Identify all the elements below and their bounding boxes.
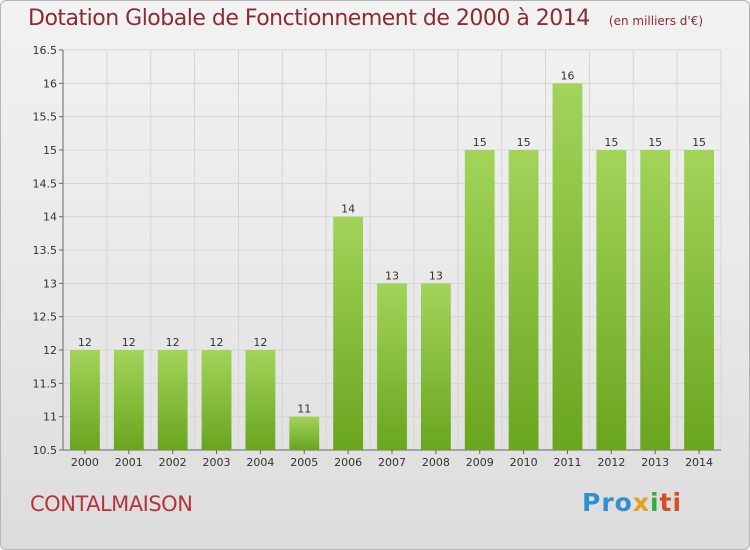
bar-2007 xyxy=(377,283,407,450)
x-tick-label: 2014 xyxy=(685,456,713,469)
bar-2004 xyxy=(245,350,276,450)
y-tick-label: 14 xyxy=(43,211,57,224)
value-label: 12 xyxy=(253,336,267,349)
bar-2013 xyxy=(640,150,671,450)
value-label: 12 xyxy=(78,336,92,349)
bar-2006 xyxy=(333,216,364,450)
value-label: 13 xyxy=(429,269,443,282)
value-label: 13 xyxy=(385,269,399,282)
y-tick-label: 16.5 xyxy=(33,44,58,57)
x-tick-label: 2009 xyxy=(466,456,494,469)
bar-2012 xyxy=(596,150,627,450)
value-label: 12 xyxy=(166,336,180,349)
y-tick-label: 13 xyxy=(43,277,57,290)
x-tick-label: 2012 xyxy=(597,456,625,469)
y-tick-label: 12.5 xyxy=(33,311,58,324)
value-label: 15 xyxy=(692,136,706,149)
bar-2011 xyxy=(552,83,583,450)
x-tick-label: 2001 xyxy=(115,456,143,469)
x-tick-label: 2007 xyxy=(378,456,406,469)
y-tick-label: 15 xyxy=(43,144,57,157)
y-tick-label: 12 xyxy=(43,344,57,357)
bar-2014 xyxy=(684,150,714,450)
chart-title-block: Dotation Globale de Fonctionnement de 20… xyxy=(28,6,703,31)
y-tick-label: 15.5 xyxy=(33,111,58,124)
x-tick-label: 2005 xyxy=(290,456,318,469)
x-tick-label: 2002 xyxy=(159,456,187,469)
y-tick-label: 11 xyxy=(43,411,57,424)
x-tick-label: 2008 xyxy=(422,456,450,469)
value-label: 15 xyxy=(517,136,531,149)
y-tick-label: 16 xyxy=(43,77,57,90)
value-label: 15 xyxy=(648,136,662,149)
y-tick-label: 10.5 xyxy=(33,444,58,457)
bar-2001 xyxy=(113,350,144,450)
y-tick-label: 13.5 xyxy=(33,244,58,257)
y-tick-label: 14.5 xyxy=(33,177,58,190)
value-label: 15 xyxy=(604,136,618,149)
value-label: 12 xyxy=(122,336,136,349)
x-tick-label: 2000 xyxy=(71,456,99,469)
y-tick-label: 11.5 xyxy=(33,377,58,390)
bar-2009 xyxy=(464,150,495,450)
logo-part-1: Pro xyxy=(582,488,633,517)
chart-subtitle: (en milliers d'€) xyxy=(608,14,704,28)
proxiti-logo: Proxiti xyxy=(582,488,682,517)
bar-2002 xyxy=(157,350,188,450)
value-label: 15 xyxy=(473,136,487,149)
x-tick-label: 2011 xyxy=(553,456,581,469)
logo-part-4: ti xyxy=(659,488,683,517)
labels: 12 2000 12 2001 12 2002 12 2003 12 2004 11 2005 14 20… xyxy=(71,69,713,469)
x-tick-label: 2010 xyxy=(510,456,538,469)
logo-part-3: i xyxy=(649,488,660,517)
x-tick-label: 2006 xyxy=(334,456,362,469)
bar-2003 xyxy=(201,350,232,450)
bars xyxy=(70,83,714,450)
x-tick-label: 2004 xyxy=(246,456,274,469)
bar-2010 xyxy=(508,150,539,450)
chart-title: Dotation Globale de Fonctionnement de 20… xyxy=(28,6,590,31)
x-tick-label: 2003 xyxy=(203,456,231,469)
place-name: CONTALMAISON xyxy=(30,492,193,516)
logo-part-2: x xyxy=(632,488,650,517)
value-label: 11 xyxy=(297,403,311,416)
x-tick-label: 2013 xyxy=(641,456,669,469)
bar-2000 xyxy=(70,350,100,450)
value-label: 16 xyxy=(560,69,574,82)
value-label: 12 xyxy=(210,336,224,349)
bar-2008 xyxy=(420,283,451,450)
value-label: 14 xyxy=(341,203,355,216)
bar-2005 xyxy=(289,416,320,450)
